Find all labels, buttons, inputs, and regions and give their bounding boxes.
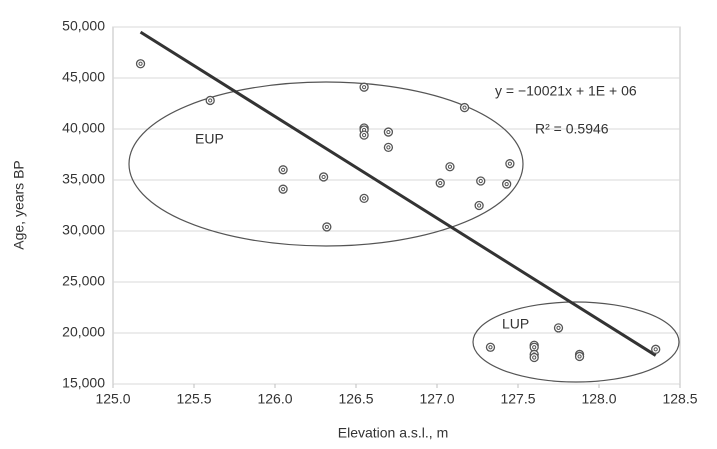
y-tick-label: 20,000	[62, 324, 105, 340]
x-tick-label: 125.5	[176, 391, 211, 407]
point	[359, 193, 369, 204]
point-core	[577, 354, 582, 359]
y-tick-label: 25,000	[62, 273, 105, 289]
point-core	[532, 345, 537, 350]
point	[445, 162, 455, 172]
point-core	[281, 167, 286, 172]
point-core	[321, 174, 326, 180]
x-tick-label: 127.5	[500, 391, 535, 407]
point	[474, 200, 484, 211]
y-tick-label: 40,000	[62, 120, 105, 136]
x-tick-label: 126.5	[338, 391, 373, 407]
point	[651, 344, 661, 354]
point-core	[556, 325, 561, 330]
point-core	[362, 133, 367, 138]
point	[359, 130, 369, 140]
point-core	[447, 164, 453, 169]
point-core	[324, 224, 329, 230]
point-core	[478, 178, 483, 184]
point	[205, 95, 215, 106]
x-tick-label: 127.0	[419, 391, 454, 407]
point-ring	[476, 176, 486, 186]
point-core	[362, 196, 367, 201]
point-ring	[278, 184, 288, 194]
x-tick-label: 126.0	[257, 391, 292, 407]
point-ring	[485, 342, 496, 352]
y-tick-label: 30,000	[62, 222, 105, 238]
y-tick-label: 35,000	[62, 171, 105, 187]
point-core	[532, 355, 537, 360]
point	[135, 59, 146, 69]
point	[529, 352, 539, 363]
point	[383, 127, 394, 137]
lup-ellipse	[472, 301, 680, 383]
point-ring	[459, 102, 470, 113]
point-core	[507, 161, 512, 166]
point	[278, 184, 288, 194]
eup-ellipse	[128, 81, 524, 247]
point-ring	[435, 178, 445, 188]
point-core	[386, 129, 391, 135]
plot-area	[112, 26, 681, 385]
point-ring	[278, 165, 288, 175]
point	[318, 172, 329, 182]
point-ring	[574, 351, 585, 362]
point	[553, 323, 564, 333]
y-tick-label: 15,000	[62, 375, 105, 391]
point-core	[386, 145, 391, 150]
y-axis-label: Age, years BP	[11, 160, 27, 250]
point-ring	[553, 323, 564, 333]
x-tick-label: 125.0	[95, 391, 130, 407]
point-core	[462, 105, 467, 110]
point	[574, 351, 585, 362]
point-core	[653, 347, 658, 352]
point-ring	[383, 142, 394, 153]
point-ring	[505, 159, 515, 169]
point	[383, 142, 394, 153]
point-ring	[322, 222, 332, 232]
x-tick-label: 128.5	[662, 391, 697, 407]
point-ring	[359, 193, 369, 204]
point-core	[504, 181, 509, 187]
annotation: EUP	[195, 131, 224, 147]
point-ring	[502, 179, 512, 189]
point-ring	[529, 352, 539, 363]
annotation: y = −10021x + 1E + 06	[495, 83, 637, 99]
point-core	[438, 180, 443, 186]
point-ring	[205, 95, 215, 106]
point	[502, 179, 512, 189]
point-ring	[474, 200, 484, 211]
point-ring	[383, 127, 394, 137]
point	[322, 222, 332, 232]
point-core	[477, 203, 482, 208]
point-ring	[445, 162, 455, 172]
point-ring	[135, 59, 146, 69]
point-core	[362, 85, 367, 90]
point	[476, 176, 486, 186]
point-ring	[651, 344, 661, 354]
annotation: LUP	[502, 316, 529, 332]
y-tick-label: 45,000	[62, 69, 105, 85]
point-ring	[359, 130, 369, 140]
point-ring	[359, 82, 369, 92]
point	[459, 102, 470, 113]
y-tick-label: 50,000	[62, 18, 105, 34]
point	[505, 159, 515, 169]
x-tick-label: 128.0	[581, 391, 616, 407]
point-ring	[318, 172, 329, 182]
point-core	[281, 187, 286, 192]
point	[435, 178, 445, 188]
trendline	[139, 30, 657, 357]
point-core	[208, 98, 213, 103]
point	[278, 165, 288, 175]
annotation: R² = 0.5946	[535, 121, 609, 137]
point-core	[488, 345, 493, 350]
point-core	[138, 61, 143, 66]
point	[485, 342, 496, 352]
point	[359, 82, 369, 92]
x-axis-label: Elevation a.s.l., m	[338, 425, 449, 441]
